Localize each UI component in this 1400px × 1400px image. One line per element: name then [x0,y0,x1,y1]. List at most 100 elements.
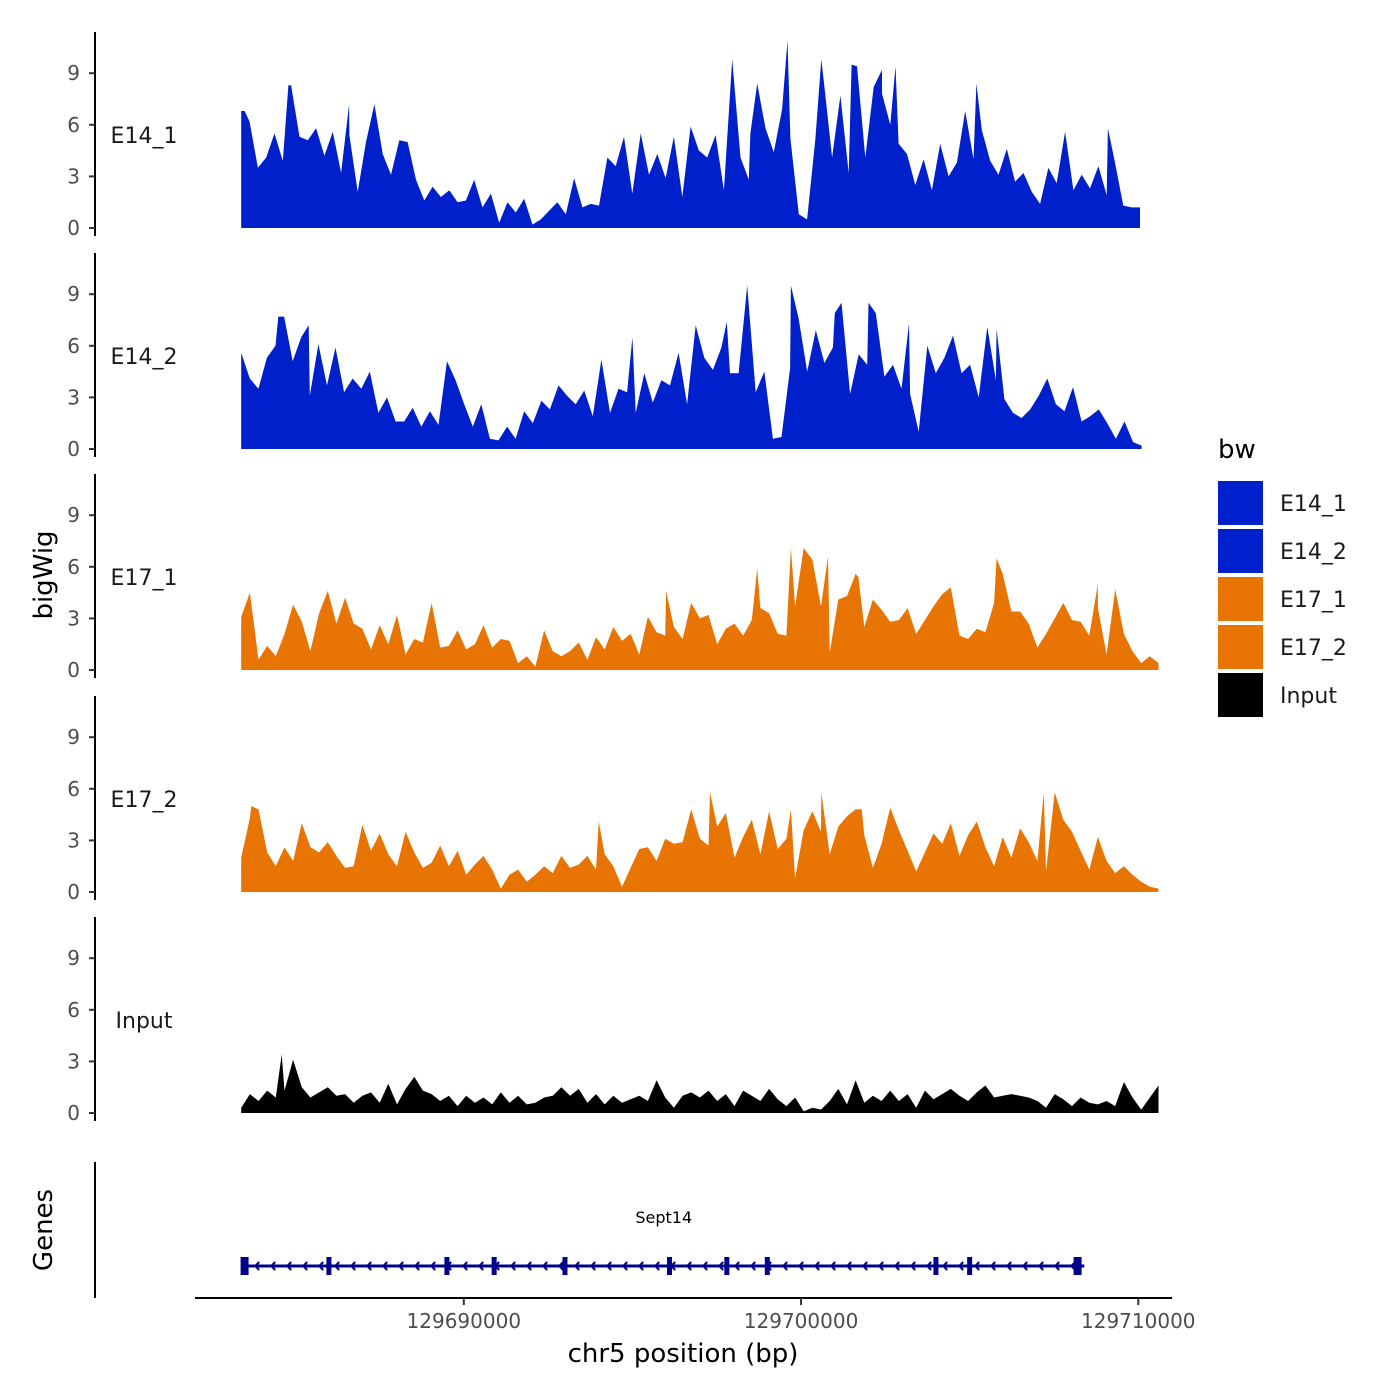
gene-exon [562,1257,568,1275]
gene-exon [326,1257,332,1275]
y-tick-label: 9 [67,946,80,970]
strand-arrow [637,1261,644,1271]
strand-arrow [557,1261,564,1271]
y-tick-label: 6 [67,998,80,1022]
gene-panel: Genes Sept14 [29,1162,1085,1298]
y-tick-label: 0 [67,1101,80,1125]
gene-exon [240,1257,249,1275]
strand-arrow [1037,1261,1044,1271]
strand-arrow [909,1261,916,1271]
strand-arrow [685,1261,692,1271]
track-E14_1: 0 3 6 9 E14_1 [67,32,1140,240]
x-tick-label: 129710000 [1081,1309,1196,1333]
y-tick-label: 9 [67,503,80,527]
strand-arrow [381,1261,388,1271]
gene-exon [667,1257,673,1275]
strand-arrow [749,1261,756,1271]
signal-area-E14_1 [241,40,1140,228]
strand-arrow [861,1261,868,1271]
y-tick-label: 3 [67,606,80,630]
strand-arrow [413,1261,420,1271]
strand-arrow [349,1261,356,1271]
y-tick-label: 9 [67,282,80,306]
legend-label: E14_2 [1280,540,1347,565]
x-ticks: 129690000 129700000 129710000 [407,1298,1196,1333]
signal-area-E14_2 [241,285,1142,449]
gene-exon [724,1257,730,1275]
track-E14_2: 0 3 6 9 E14_2 [67,253,1142,461]
gene-name-label: Sept14 [635,1208,692,1227]
legend: bw E14_1 E14_2 E17_1 E17_2 Input [1218,435,1347,717]
strand-arrow [573,1261,580,1271]
strand-arrow [461,1261,468,1271]
strand-arrow [989,1261,996,1271]
y-tick-label: 3 [67,164,80,188]
legend-label: Input [1280,684,1337,709]
strand-arrow [397,1261,404,1271]
legend-item-E14_2: E14_2 [1218,529,1347,573]
strand-arrow [1021,1261,1028,1271]
strand-arrow [957,1261,964,1271]
track-E17_2: 0 3 6 9 E17_2 [67,696,1159,904]
y-tick-label: 0 [67,216,80,240]
strand-arrow [973,1261,980,1271]
legend-label: E14_1 [1280,492,1347,517]
strand-arrow [733,1261,740,1271]
strand-arrow [477,1261,484,1271]
track-E17_1: 0 3 6 9 E17_1 [67,474,1159,682]
strand-arrow [541,1261,548,1271]
strand-arrow [317,1261,324,1271]
strand-arrow [941,1261,948,1271]
gene-exon [491,1257,497,1275]
strand-arrow [365,1261,372,1271]
strand-arrow [605,1261,612,1271]
strand-arrow [701,1261,708,1271]
strand-arrow [1005,1261,1012,1271]
y-tick-label: 0 [67,437,80,461]
y-tick-label: 9 [67,61,80,85]
strand-arrow [269,1261,276,1271]
y-tick-label: 6 [67,555,80,579]
legend-swatch [1218,529,1263,573]
legend-swatch [1218,673,1263,717]
legend-item-Input: Input [1218,673,1337,717]
strand-arrow [845,1261,852,1271]
track-label: E17_1 [111,566,178,591]
genes-axis-title: Genes [29,1189,59,1271]
y-tick-label: 3 [67,828,80,852]
strand-arrow [797,1261,804,1271]
signal-area-E17_2 [241,792,1159,892]
legend-item-E17_1: E17_1 [1218,577,1347,621]
strand-arrow [813,1261,820,1271]
y-axis-title: bigWig [29,530,59,619]
x-axis: 129690000 129700000 129710000 chr5 positio… [195,1297,1196,1369]
legend-item-E17_2: E17_2 [1218,625,1347,669]
gene-exon [764,1257,770,1275]
strand-arrow [653,1261,660,1271]
strand-arrow [893,1261,900,1271]
x-tick-label: 129700000 [744,1309,859,1333]
y-tick-label: 3 [67,1049,80,1073]
legend-item-E14_1: E14_1 [1218,481,1347,525]
y-tick-label: 6 [67,777,80,801]
legend-swatch [1218,625,1263,669]
track-label: E17_2 [111,788,178,813]
track-label: E14_1 [111,124,178,149]
strand-arrow [717,1261,724,1271]
y-tick-label: 3 [67,385,80,409]
strand-arrow [333,1261,340,1271]
legend-items: E14_1 E14_2 E17_1 E17_2 Input [1218,481,1347,717]
x-axis-title: chr5 position (bp) [568,1339,799,1369]
y-tick-label: 6 [67,334,80,358]
gene-exon [967,1257,973,1275]
legend-label: E17_1 [1280,588,1347,613]
gene-exon [933,1257,939,1275]
strand-arrow [829,1261,836,1271]
strand-arrow [285,1261,292,1271]
signal-tracks: 0 3 6 9 E14_1 0 3 6 9 E14_2 0 3 6 9 E17_1 0 3 6 9 E17_2 0 3 6 9… [67,32,1159,1125]
strand-arrow [429,1261,436,1271]
strand-arrow [589,1261,596,1271]
strand-arrow [925,1261,932,1271]
strand-arrow [1053,1261,1060,1271]
